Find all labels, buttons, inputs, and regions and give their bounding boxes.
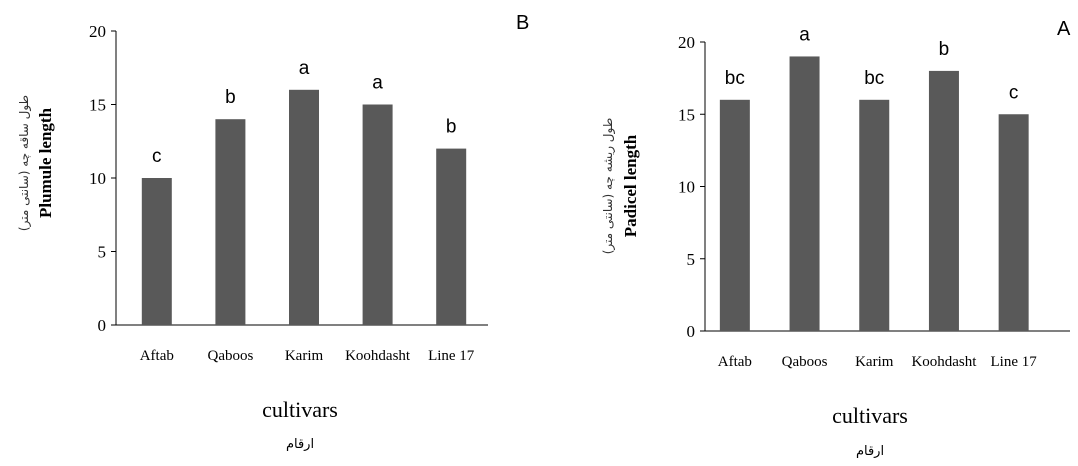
y-tick-label: 5	[687, 250, 696, 269]
significance-letter: b	[225, 87, 236, 108]
panel-label: A	[1057, 18, 1071, 40]
x-tick-label: Qaboos	[207, 348, 253, 364]
x-axis-label: cultivars	[832, 403, 908, 428]
significance-letter: a	[799, 24, 810, 45]
x-tick-label: Karim	[285, 348, 324, 364]
bar	[998, 114, 1029, 331]
x-tick-label: Karim	[855, 354, 894, 370]
significance-letter: c	[152, 146, 162, 167]
x-tick-label: Aftab	[140, 348, 174, 364]
y-ticks: 0 5 10 15 20	[89, 22, 116, 335]
significance-letter: bc	[725, 68, 745, 89]
significance-letter: bc	[864, 68, 884, 89]
bar	[141, 178, 172, 325]
y-tick-label: 10	[89, 169, 106, 188]
y-axis-label-fa: طول ریشه چه (سانتی متر)	[601, 118, 616, 255]
x-tick-label: Aftab	[718, 354, 752, 370]
chart-panel-b: B 0 5 10 15 20 c b a a b Aftab Qaboos Karim Koohdas…	[17, 12, 529, 452]
significance-letter: b	[939, 39, 950, 60]
y-tick-label: 0	[687, 322, 696, 341]
bar	[289, 89, 319, 325]
bar	[928, 70, 959, 332]
bar	[215, 119, 246, 325]
x-tick-labels: Aftab Qaboos Karim Koohdasht Line 17	[140, 348, 475, 364]
y-tick-label: 10	[678, 178, 695, 197]
y-tick-label: 5	[98, 243, 107, 262]
bars	[141, 89, 467, 325]
bars	[719, 56, 1029, 332]
y-tick-label: 15	[89, 96, 106, 115]
y-tick-label: 20	[89, 22, 106, 41]
x-tick-label: Koohdasht	[911, 354, 977, 370]
x-tick-label: Line 17	[991, 354, 1038, 370]
x-tick-label: Line 17	[428, 348, 475, 364]
y-tick-label: 15	[678, 105, 695, 124]
significance-letter: b	[446, 117, 457, 138]
y-tick-label: 0	[98, 316, 107, 335]
significance-letters: c b a a b	[152, 58, 456, 167]
y-axis-label: Plumule length	[36, 107, 55, 218]
bar	[436, 148, 467, 325]
y-tick-label: 20	[678, 33, 695, 52]
y-ticks: 0 5 10 15 20	[678, 33, 705, 341]
x-axis-label-fa: ارقام	[856, 444, 884, 459]
significance-letter: a	[299, 58, 310, 79]
significance-letter: a	[372, 73, 383, 94]
bar	[362, 104, 393, 325]
y-axis-label-fa: طول ساقه چه (سانتی متر)	[17, 95, 32, 231]
significance-letter: c	[1009, 82, 1019, 103]
panel-label: B	[516, 12, 529, 34]
y-axis-label: Padicel length	[621, 134, 640, 237]
bar	[859, 99, 890, 331]
bar	[719, 99, 750, 331]
x-axis-label: cultivars	[262, 397, 338, 422]
x-tick-labels: Aftab Qaboos Karim Koohdasht Line 17	[718, 354, 1037, 370]
bar	[789, 56, 820, 331]
x-tick-label: Qaboos	[782, 354, 828, 370]
x-axis-label-fa: ارقام	[286, 437, 314, 452]
x-tick-label: Koohdasht	[345, 348, 411, 364]
